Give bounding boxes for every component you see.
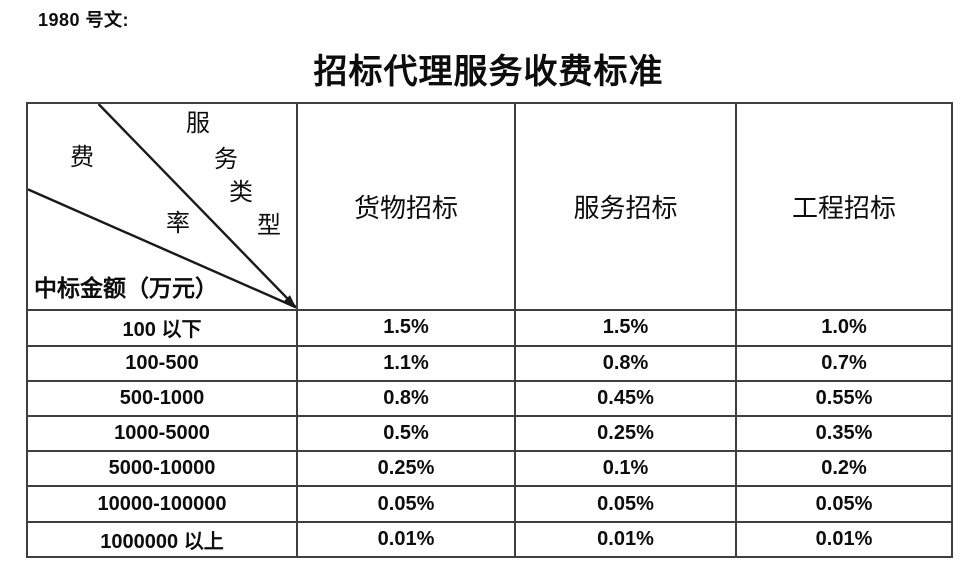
goods-rate-cell: 1.5% [296,309,516,347]
engineering-rate-cell: 0.01% [735,520,953,559]
table-row: 1000-5000 0.5% 0.25% 0.35% [26,415,953,453]
amount-tier-cell: 5000-10000 [26,450,298,488]
column-header-engineering: 工程招标 [735,101,953,312]
service-rate-cell: 0.45% [514,379,737,418]
amount-tier-cell: 1000000 以上 [26,520,298,559]
corner-label-fee-char: 费 [70,145,94,171]
goods-rate-cell: 0.05% [296,485,516,523]
engineering-rate-cell: 0.35% [735,415,953,453]
table-row: 500-1000 0.8% 0.45% 0.55% [26,379,953,418]
diagonal-divider-lines [29,105,295,309]
engineering-rate-cell: 0.7% [735,344,953,382]
goods-rate-cell: 0.5% [296,415,516,453]
engineering-rate-cell: 1.0% [735,309,953,347]
table-header-row: 费 率 服 务 类 型 中标金额（万元） 货物招标 服务招标 工程招标 [26,101,953,312]
engineering-rate-cell: 0.2% [735,450,953,488]
corner-label-type-char-2: 务 [214,147,238,173]
service-rate-cell: 0.1% [514,450,737,488]
service-rate-cell: 0.05% [514,485,737,523]
table-row: 10000-100000 0.05% 0.05% 0.05% [26,485,953,523]
amount-tier-cell: 100-500 [26,344,298,382]
amount-tier-cell: 1000-5000 [26,415,298,453]
table-row: 5000-10000 0.25% 0.1% 0.2% [26,450,953,488]
table-corner-cell: 费 率 服 务 类 型 中标金额（万元） [26,101,298,312]
fee-table: 费 率 服 务 类 型 中标金额（万元） 货物招标 服务招标 工程招标 100 … [26,101,953,559]
corner-amount-axis-label: 中标金额（万元） [34,276,218,301]
service-rate-cell: 1.5% [514,309,737,347]
amount-tier-cell: 100 以下 [26,309,298,347]
service-rate-cell: 0.25% [514,415,737,453]
goods-rate-cell: 1.1% [296,344,516,382]
service-rate-cell: 0.8% [514,344,737,382]
corner-label-type-char-3: 类 [229,180,253,206]
corner-label-type-char-4: 型 [257,213,281,239]
service-rate-cell: 0.01% [514,520,737,559]
corner-label-type-char-1: 服 [186,111,210,137]
doc-ref: 1980 号文: [38,10,130,30]
table-row: 100 以下 1.5% 1.5% 1.0% [26,309,953,347]
table-row: 1000000 以上 0.01% 0.01% 0.01% [26,520,953,559]
page-title: 招标代理服务收费标准 [313,54,664,91]
amount-tier-cell: 10000-100000 [26,485,298,523]
column-header-service: 服务招标 [514,101,737,312]
goods-rate-cell: 0.01% [296,520,516,559]
engineering-rate-cell: 0.05% [735,485,953,523]
column-header-goods: 货物招标 [296,101,516,312]
goods-rate-cell: 0.8% [296,379,516,418]
table-row: 100-500 1.1% 0.8% 0.7% [26,344,953,382]
goods-rate-cell: 0.25% [296,450,516,488]
corner-label-rate-char: 率 [166,211,190,237]
amount-tier-cell: 500-1000 [26,379,298,418]
engineering-rate-cell: 0.55% [735,379,953,418]
